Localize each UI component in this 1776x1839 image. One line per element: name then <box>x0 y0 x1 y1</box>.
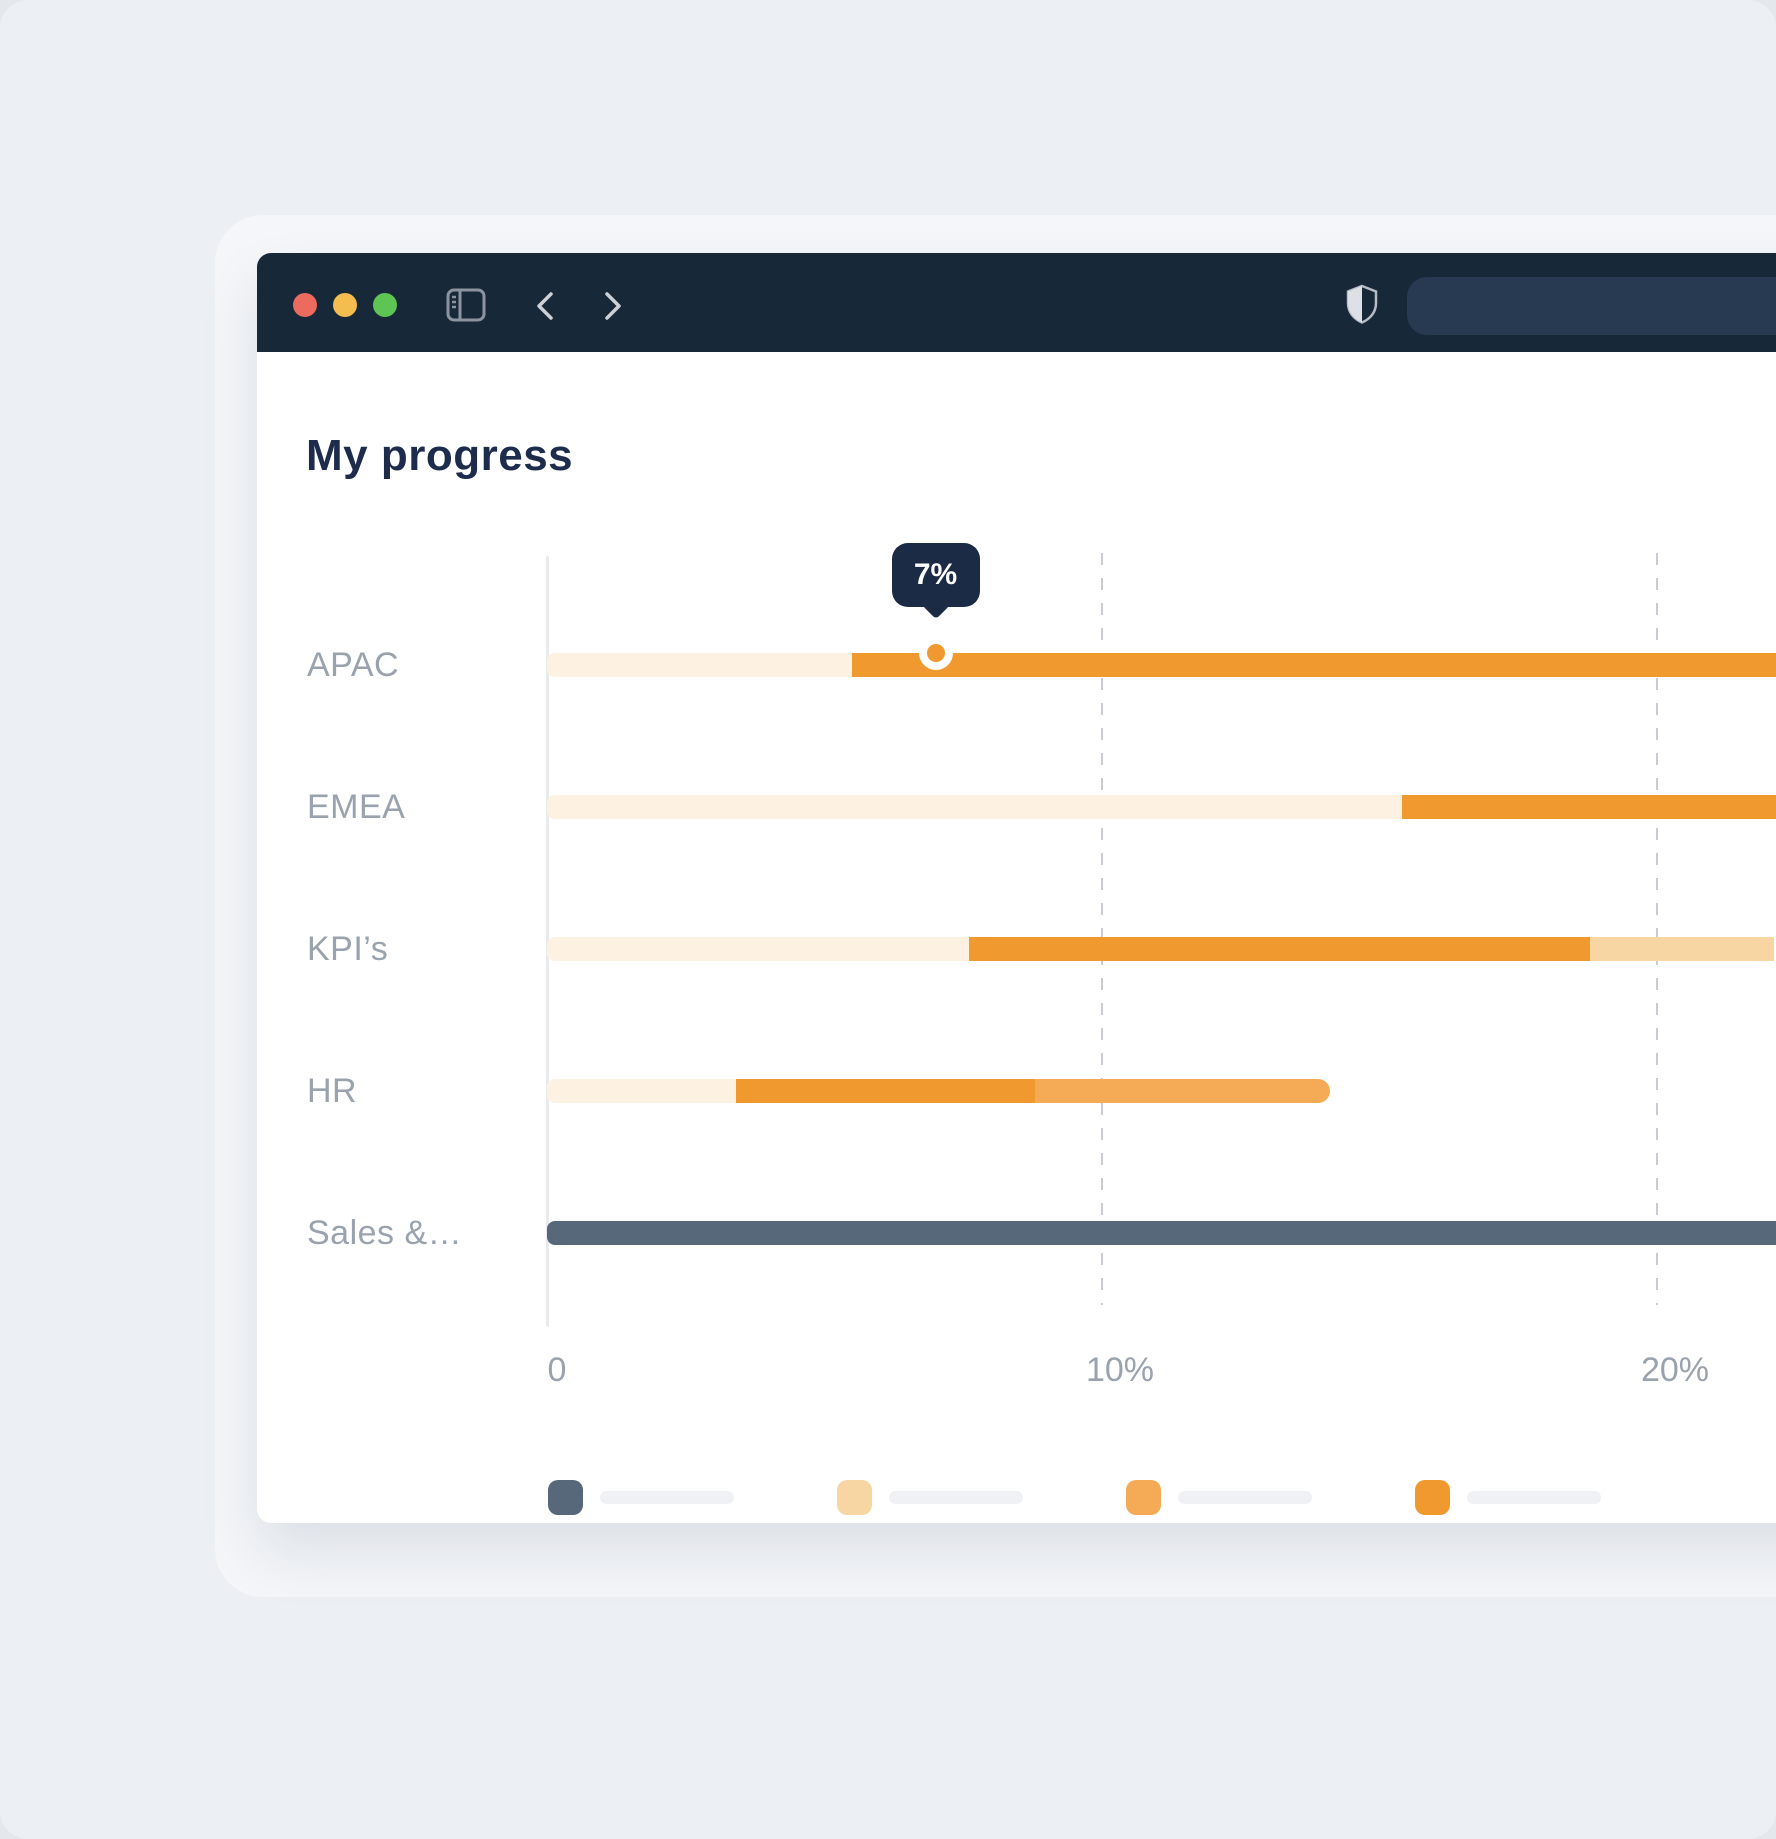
page-content: My progress 0 10% 20% APAC 7% EMEA KPI’s HR Sale… <box>257 253 1776 1523</box>
bar-segment-orange[interactable] <box>968 937 1591 961</box>
bar-segment-cream[interactable] <box>547 1079 736 1103</box>
legend-swatch-tan <box>837 1480 872 1515</box>
address-bar[interactable] <box>1407 277 1776 335</box>
chevron-left-icon[interactable] <box>535 291 555 321</box>
progress-chart: 0 10% 20% APAC 7% EMEA KPI’s HR Sales &… <box>257 253 1776 1523</box>
legend-label-placeholder <box>1178 1491 1312 1504</box>
category-label: EMEA <box>307 788 406 826</box>
x-gridline <box>1656 553 1658 1305</box>
bar-segment-orange[interactable] <box>1401 795 1776 819</box>
maximize-window-button[interactable] <box>373 293 397 317</box>
chevron-right-icon[interactable] <box>603 291 623 321</box>
category-label: HR <box>307 1072 358 1110</box>
bar-segment-cream[interactable] <box>547 795 1402 819</box>
category-label: APAC <box>307 646 400 684</box>
category-label: KPI’s <box>307 930 389 968</box>
bar-segment-slate[interactable] <box>547 1221 1776 1245</box>
marker-dot-center <box>926 644 945 662</box>
legend-label-placeholder <box>600 1491 734 1504</box>
legend-item-tan[interactable] <box>837 1480 1027 1515</box>
shield-icon <box>1346 284 1378 324</box>
legend-swatch-orange <box>1415 1480 1450 1515</box>
browser-window: My progress 0 10% 20% APAC 7% EMEA KPI’s HR Sale… <box>257 253 1776 1523</box>
bar-segment-medium_orange[interactable] <box>1035 1079 1330 1103</box>
legend-label-placeholder <box>1467 1491 1601 1504</box>
legend-label-placeholder <box>889 1491 1023 1504</box>
x-axis-tick-label: 10% <box>1085 1351 1155 1389</box>
bar-segment-orange[interactable] <box>852 653 1776 677</box>
sidebar-toggle-icon[interactable] <box>446 288 486 322</box>
legend-item-orange[interactable] <box>1415 1480 1605 1515</box>
x-axis-tick-label: 0 <box>547 1351 567 1389</box>
bar-segment-orange[interactable] <box>735 1079 1036 1103</box>
x-gridline <box>1101 553 1103 1305</box>
marker-dot[interactable] <box>918 636 953 670</box>
minimize-window-button[interactable] <box>333 293 357 317</box>
bar-segment-cream[interactable] <box>547 937 969 961</box>
bar-segment-cream[interactable] <box>547 653 853 677</box>
legend-item-slate[interactable] <box>548 1480 738 1515</box>
bar-segment-tan[interactable] <box>1590 937 1774 961</box>
legend-swatch-medium_orange <box>1126 1480 1161 1515</box>
page-title: My progress <box>306 431 574 480</box>
legend-item-medium_orange[interactable] <box>1126 1480 1316 1515</box>
tooltip: 7% <box>891 543 980 607</box>
legend-swatch-slate <box>548 1480 583 1515</box>
category-label: Sales &… <box>307 1214 463 1252</box>
x-axis-tick-label: 20% <box>1640 1351 1710 1389</box>
close-window-button[interactable] <box>293 293 317 317</box>
browser-titlebar <box>257 253 1776 352</box>
